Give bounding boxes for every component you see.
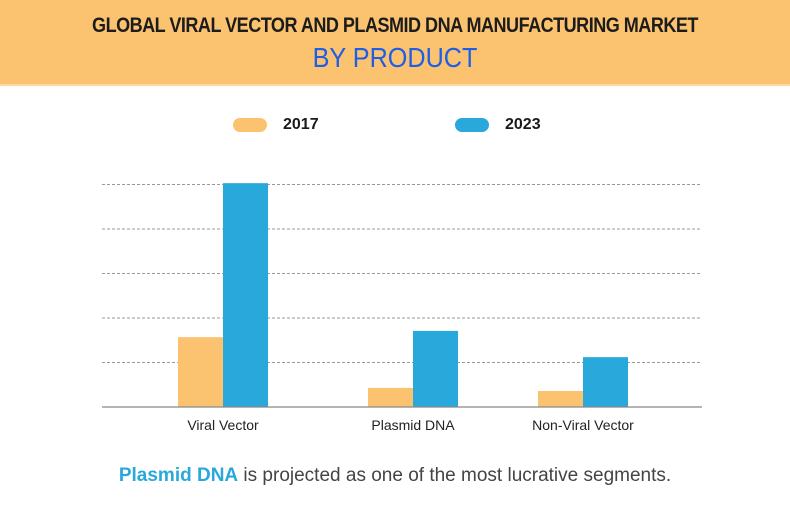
caption: Plasmid DNA is projected as one of the m… <box>0 465 790 487</box>
bar-2023-viral-vector <box>223 183 268 407</box>
x-tick-label: Non-Viral Vector <box>532 417 634 433</box>
bar-2017-plasmid-dna <box>368 387 413 407</box>
bar-2023-non-viral-vector <box>583 357 628 407</box>
x-tick-label: Viral Vector <box>187 417 259 433</box>
legend-label-2023: 2023 <box>505 116 541 133</box>
header-banner: GLOBAL VIRAL VECTOR AND PLASMID DNA MANU… <box>0 0 790 86</box>
x-tick-label: Plasmid DNA <box>371 417 455 433</box>
bar-2023-plasmid-dna <box>413 330 458 407</box>
legend-label-2017: 2017 <box>283 116 319 133</box>
legend-swatch-2023 <box>455 118 489 132</box>
legend-item-2023: 2023 <box>455 116 541 134</box>
chart-title: GLOBAL VIRAL VECTOR AND PLASMID DNA MANU… <box>92 14 698 37</box>
chart-subtitle: BY PRODUCT <box>312 42 478 73</box>
bar-2017-non-viral-vector <box>538 390 583 407</box>
legend-item-2017: 2017 <box>233 116 319 134</box>
bar-2017-viral-vector <box>178 337 223 407</box>
caption-highlight: Plasmid DNA <box>118 465 239 486</box>
caption-text: is projected as one of the most lucrativ… <box>238 465 672 486</box>
legend-swatch-2017 <box>233 118 267 132</box>
